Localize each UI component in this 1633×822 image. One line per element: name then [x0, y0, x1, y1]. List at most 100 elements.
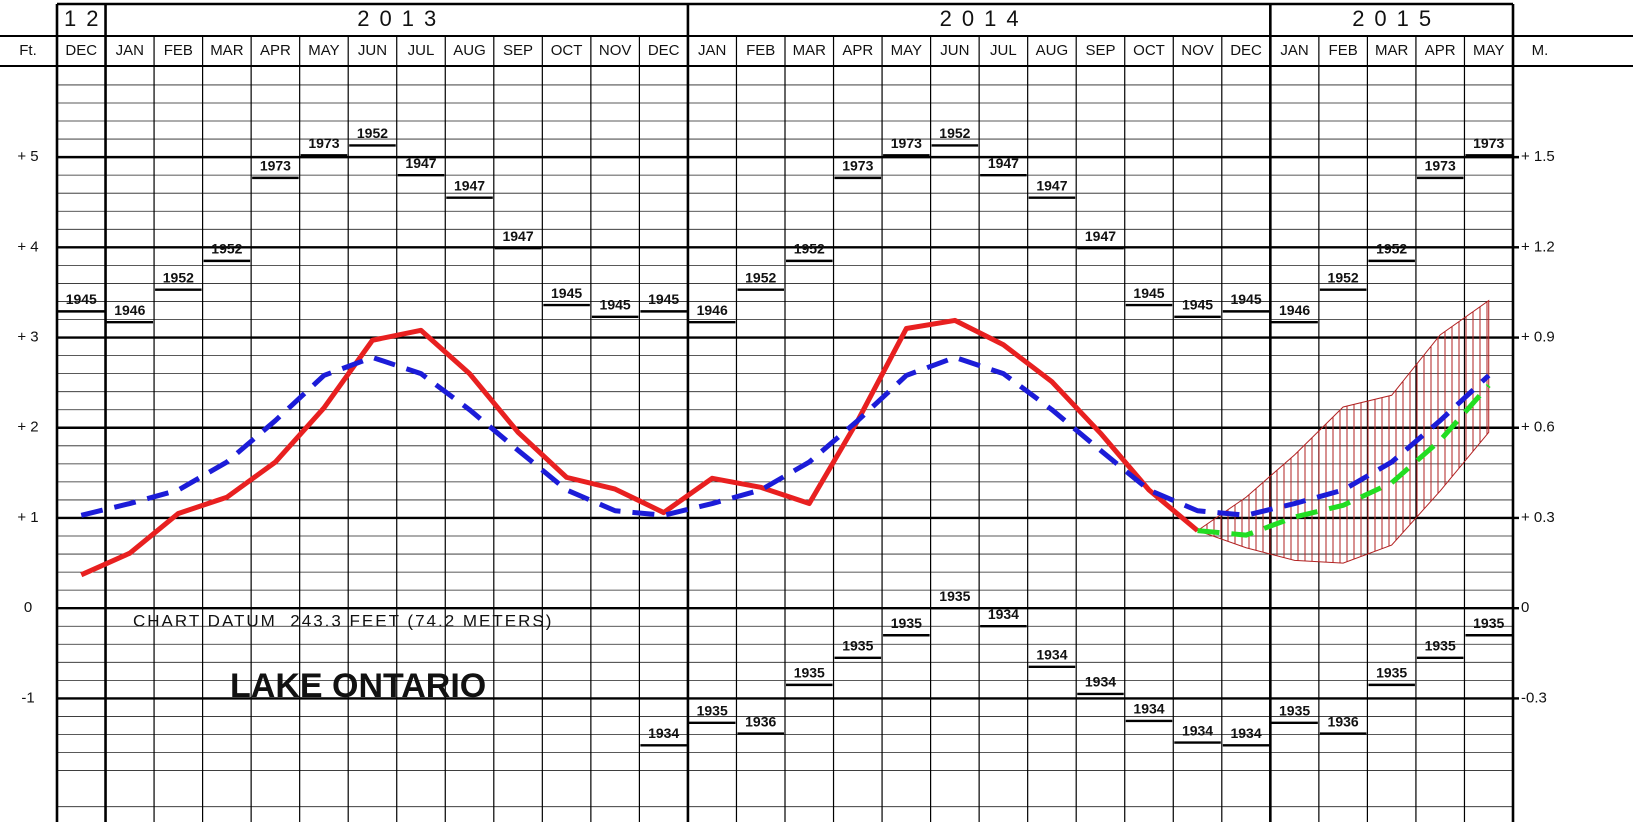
- forecast-range: [1196, 299, 1490, 564]
- y2-tick-label: + 0.6: [1521, 419, 1555, 436]
- x-tick-label: NOV: [1181, 42, 1214, 59]
- x-tick-label: AUG: [1036, 42, 1069, 59]
- x-tick-label: DEC: [65, 42, 97, 59]
- y2-axis-label: M.: [1532, 42, 1549, 59]
- record-year: 1973: [842, 158, 873, 174]
- y-tick-label: + 3: [17, 329, 38, 346]
- y-tick-label: + 1: [17, 509, 38, 526]
- year-label: 2015: [1352, 6, 1441, 31]
- record-year: 1934: [1036, 647, 1067, 663]
- record-year: 1934: [1085, 674, 1116, 690]
- record-year: 1973: [891, 135, 922, 151]
- x-tick-label: JUL: [990, 42, 1017, 59]
- record-year: 1947: [1085, 228, 1116, 244]
- year-label: 12: [64, 6, 108, 31]
- y-tick-label: + 4: [17, 238, 38, 255]
- record-year: 1952: [163, 269, 194, 285]
- record-year: 1952: [1376, 241, 1407, 257]
- x-tick-label: JUL: [408, 42, 435, 59]
- x-tick-label: MAR: [793, 42, 827, 59]
- record-year: 1936: [1328, 713, 1359, 729]
- record-year: 1945: [600, 297, 631, 313]
- x-tick-label: SEP: [503, 42, 533, 59]
- record-year: 1934: [1230, 725, 1261, 741]
- y2-tick-label: + 1.2: [1521, 238, 1555, 255]
- record-year: 1934: [988, 606, 1019, 622]
- record-year: 1935: [1279, 702, 1310, 718]
- record-year: 1935: [697, 702, 728, 718]
- x-tick-label: APR: [1425, 42, 1456, 59]
- series-line: [80, 317, 1200, 578]
- record-year: 1935: [1473, 615, 1504, 631]
- x-tick-label: MAY: [308, 42, 339, 59]
- record-year: 1945: [648, 291, 679, 307]
- record-year: 1935: [842, 638, 873, 654]
- record-year: 1935: [1376, 665, 1407, 681]
- y-tick-label: -1: [21, 689, 34, 706]
- record-year: 1934: [648, 725, 679, 741]
- x-tick-label: JUN: [358, 42, 387, 59]
- record-year: 1952: [211, 241, 242, 257]
- x-tick-label: FEB: [746, 42, 775, 59]
- y2-tick-label: 0: [1521, 599, 1529, 616]
- record-year: 1947: [502, 228, 533, 244]
- x-tick-label: MAY: [891, 42, 922, 59]
- record-year: 1946: [114, 302, 145, 318]
- x-tick-label: JUN: [940, 42, 969, 59]
- lake-title: LAKE ONTARIO: [230, 667, 486, 705]
- x-tick-label: APR: [260, 42, 291, 59]
- x-tick-label: SEP: [1085, 42, 1115, 59]
- datum-note: CHART DATUM 243.3 FEET (74.2 METERS): [133, 611, 553, 630]
- y-tick-label: + 2: [17, 419, 38, 436]
- x-tick-label: JAN: [1280, 42, 1308, 59]
- record-year: 1945: [1230, 291, 1261, 307]
- x-tick-label: FEB: [164, 42, 193, 59]
- series-line: [1197, 383, 1491, 538]
- year-label: 2013: [357, 6, 446, 31]
- year-label: 2014: [940, 6, 1029, 31]
- record-year: 1947: [988, 155, 1019, 171]
- y-axis-label: Ft.: [19, 42, 37, 59]
- y-tick-label: 0: [24, 599, 32, 616]
- record-year: 1946: [697, 302, 728, 318]
- record-year: 1935: [939, 588, 970, 604]
- record-year: 1945: [66, 291, 97, 307]
- series-line: [80, 354, 1491, 518]
- x-tick-label: NOV: [599, 42, 632, 59]
- y2-tick-label: + 1.5: [1521, 148, 1555, 165]
- x-tick-label: DEC: [648, 42, 680, 59]
- record-year: 1934: [1182, 722, 1213, 738]
- record-year: 1934: [1133, 701, 1164, 717]
- x-tick-label: OCT: [551, 42, 583, 59]
- x-tick-label: MAY: [1473, 42, 1504, 59]
- x-tick-label: APR: [842, 42, 873, 59]
- record-year: 1952: [794, 241, 825, 257]
- record-year: 1973: [1473, 135, 1504, 151]
- x-tick-label: JAN: [698, 42, 726, 59]
- y2-tick-label: + 0.3: [1521, 509, 1555, 526]
- y-tick-label: + 5: [17, 148, 38, 165]
- x-tick-label: OCT: [1133, 42, 1165, 59]
- x-tick-label: DEC: [1230, 42, 1262, 59]
- record-year: 1952: [745, 269, 776, 285]
- record-year: 1947: [454, 177, 485, 193]
- x-tick-label: AUG: [453, 42, 486, 59]
- record-year: 1973: [308, 135, 339, 151]
- record-year: 1973: [1425, 158, 1456, 174]
- record-year: 1952: [357, 125, 388, 141]
- x-tick-label: MAR: [210, 42, 244, 59]
- x-tick-label: FEB: [1329, 42, 1358, 59]
- y2-tick-label: -0.3: [1521, 689, 1547, 706]
- record-year: 1945: [1182, 297, 1213, 313]
- x-tick-label: MAR: [1375, 42, 1409, 59]
- record-year: 1935: [1425, 638, 1456, 654]
- record-year: 1946: [1279, 302, 1310, 318]
- y2-tick-label: + 0.9: [1521, 329, 1555, 346]
- record-year: 1945: [551, 285, 582, 301]
- x-tick-label: JAN: [116, 42, 144, 59]
- record-year: 1936: [745, 713, 776, 729]
- record-year: 1935: [794, 665, 825, 681]
- record-year: 1947: [405, 155, 436, 171]
- record-year: 1945: [1133, 285, 1164, 301]
